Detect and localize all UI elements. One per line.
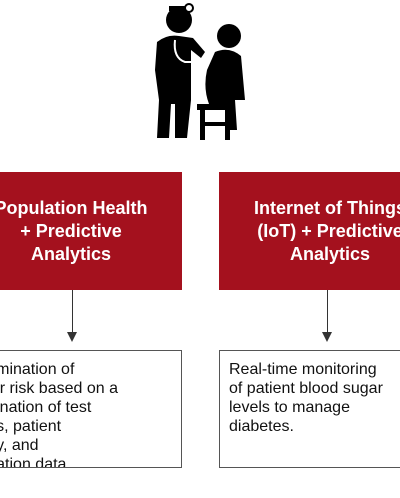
left-description-line: population data.: [0, 456, 71, 468]
right-title-line: Analytics: [289, 243, 371, 264]
right-arrow-head: [322, 332, 332, 342]
blood-sugar-description-box: Real-time monitoring of patient blood su…: [219, 350, 400, 468]
right-description-line: of patient blood sugar: [229, 380, 383, 397]
right-connector-line: [327, 290, 328, 340]
iot-box: Internet of Things (IoT) + Predictive An…: [219, 172, 400, 290]
left-description-line: Determination of: [0, 361, 75, 378]
left-description-line: results, patient: [0, 418, 62, 435]
left-title-line: + Predictive: [20, 220, 122, 241]
right-description-line: diabetes.: [229, 418, 294, 435]
population-health-box: Population Health + Predictive Analytics: [0, 172, 182, 290]
right-title-line: (IoT) + Predictive: [257, 220, 400, 241]
left-connector-line: [72, 290, 73, 340]
left-arrow-head: [67, 332, 77, 342]
left-title-line: Population Health: [0, 197, 148, 218]
left-description-line: cancer risk based on a: [0, 380, 118, 397]
left-title-line: Analytics: [30, 243, 112, 264]
left-description-line: combination of test: [0, 399, 92, 416]
right-title-line: Internet of Things: [254, 197, 400, 218]
doctor-patient-icon: [145, 0, 255, 145]
left-description-line: history, and: [0, 437, 39, 454]
right-description-line: levels to manage: [229, 399, 350, 416]
cancer-risk-description-box: Determination of cancer risk based on a …: [0, 350, 182, 468]
right-description-line: Real-time monitoring: [229, 361, 377, 378]
